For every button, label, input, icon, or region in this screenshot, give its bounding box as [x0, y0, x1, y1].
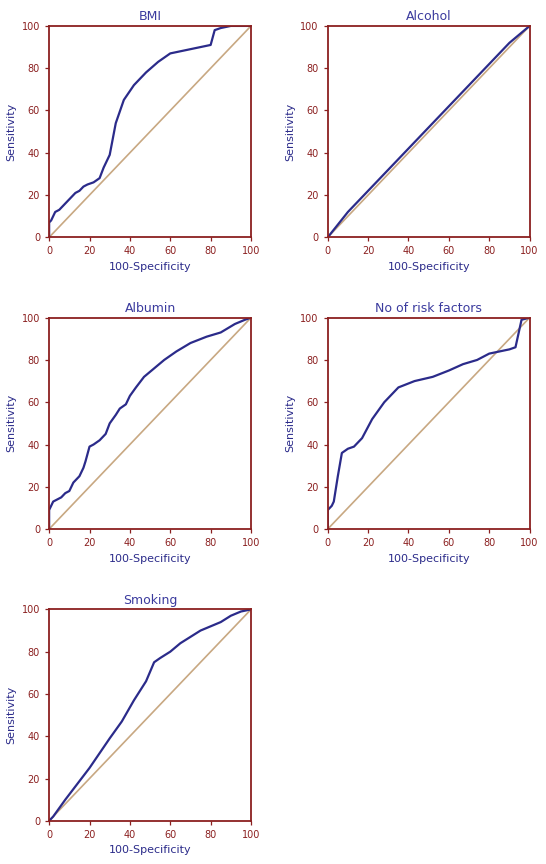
Title: Smoking: Smoking [123, 594, 177, 607]
Title: BMI: BMI [139, 10, 162, 23]
Y-axis label: Sensitivity: Sensitivity [6, 103, 16, 161]
X-axis label: 100-Specificity: 100-Specificity [387, 554, 470, 563]
Title: No of risk factors: No of risk factors [375, 302, 482, 315]
Y-axis label: Sensitivity: Sensitivity [285, 103, 295, 161]
X-axis label: 100-Specificity: 100-Specificity [109, 262, 192, 272]
Title: Alcohol: Alcohol [406, 10, 452, 23]
X-axis label: 100-Specificity: 100-Specificity [109, 845, 192, 855]
Y-axis label: Sensitivity: Sensitivity [6, 394, 16, 453]
Y-axis label: Sensitivity: Sensitivity [285, 394, 295, 453]
Title: Albumin: Albumin [124, 302, 176, 315]
X-axis label: 100-Specificity: 100-Specificity [387, 262, 470, 272]
Y-axis label: Sensitivity: Sensitivity [6, 686, 16, 744]
X-axis label: 100-Specificity: 100-Specificity [109, 554, 192, 563]
